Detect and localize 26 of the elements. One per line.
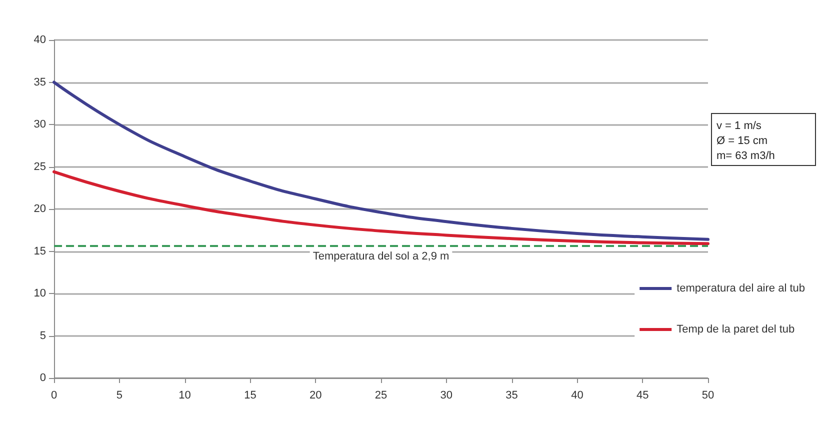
x-tick-label: 20 [309,390,322,402]
y-tick-label: 20 [34,203,46,215]
line-series [52,80,710,241]
y-tick-label: 25 [34,160,46,173]
y-tick-label: 5 [40,330,46,342]
y-tick-label: 40 [34,34,46,46]
x-tick-label: 0 [50,390,58,402]
x-tick-label: 30 [440,390,453,402]
y-tick-label: 30 [34,118,46,130]
x-tick-label: 50 [702,390,714,402]
x-tick-label: 35 [506,390,518,402]
text: v = 1 m/s Ø = 15 cm m= 63 m3/h [716,120,775,162]
x-tick-label: 10 [178,390,191,402]
ref-line-label: Temperatura del sol a 2,9 m [312,250,450,263]
x-tick-label: 5 [116,390,122,402]
y-tick-label: 35 [34,76,46,88]
y-tick-label: 0 [40,372,46,384]
x-tick-label: 25 [374,390,388,402]
x-tick-label: 15 [244,390,256,402]
legend-label: Temp de la paret del tub [676,324,795,336]
x-tick-label: 45 [636,390,649,402]
y-tick-label: 15 [34,245,46,258]
y-tick-label: 10 [34,288,46,300]
line-series [52,170,710,246]
x-tick-label: 40 [571,390,584,402]
legend-label: temperatura del aire al tub [676,282,806,294]
